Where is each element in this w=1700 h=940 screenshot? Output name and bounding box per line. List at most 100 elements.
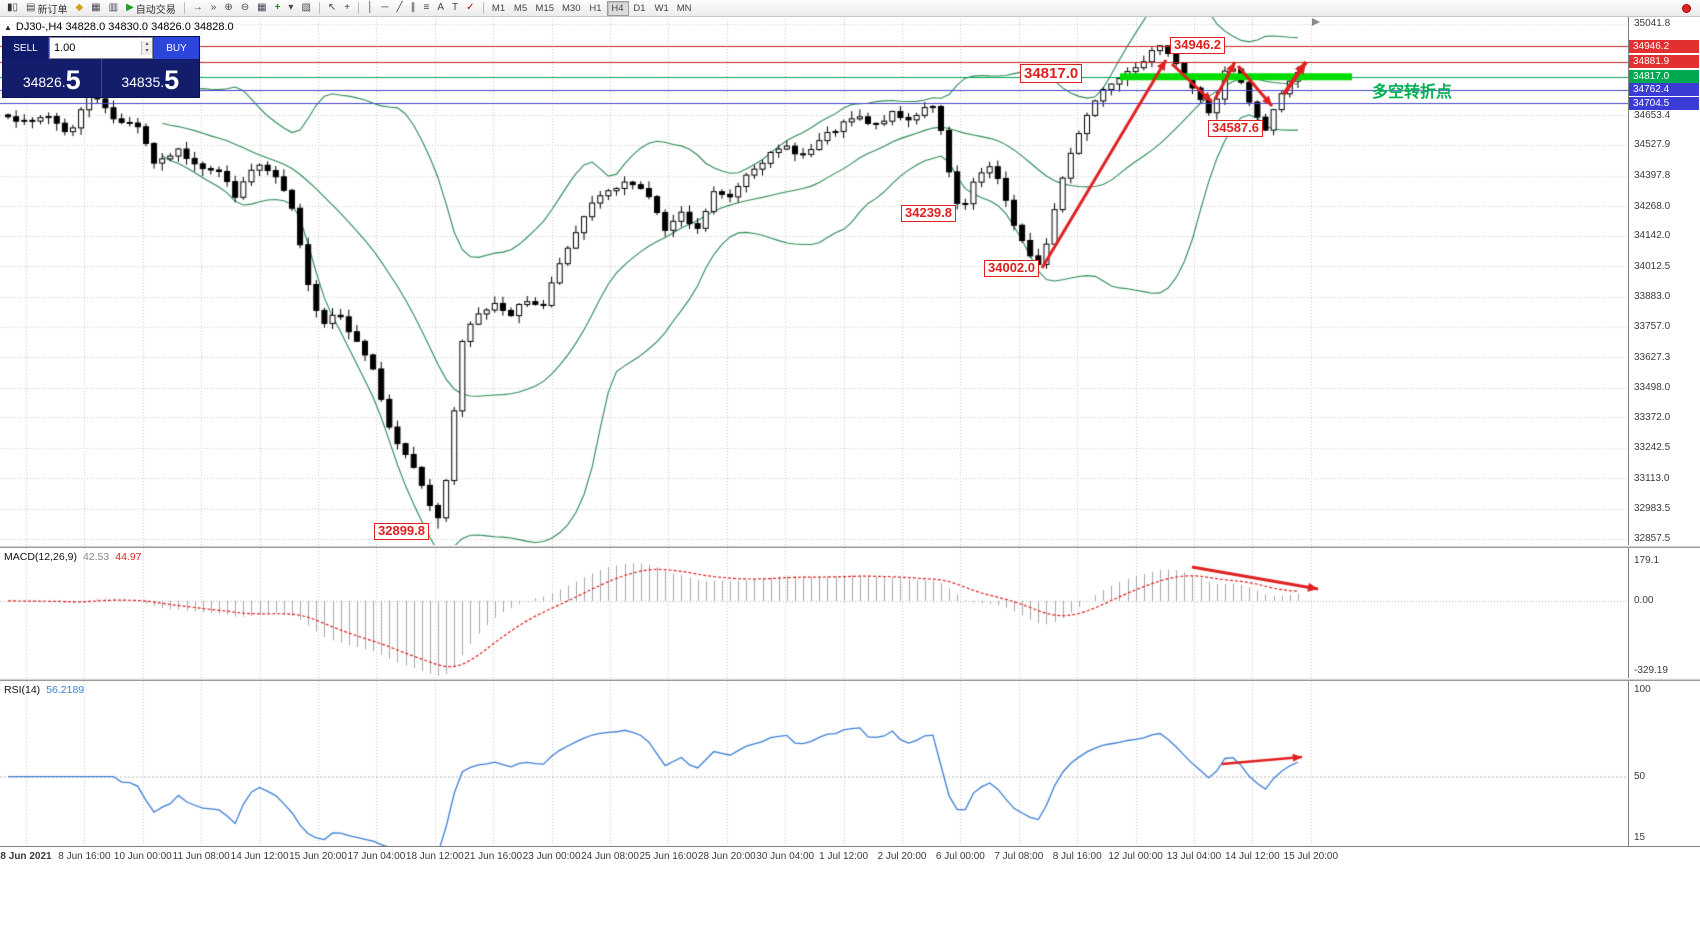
timeframe-w1-button[interactable]: W1 — [651, 1, 673, 16]
play-icon: ▶ — [126, 2, 134, 13]
tile-windows-button[interactable]: ▦ — [253, 1, 270, 16]
price-callout-34239.8[interactable]: 34239.8 — [901, 205, 956, 222]
volume-up-icon[interactable]: ▴ — [142, 41, 152, 48]
price-callout-32899.8[interactable]: 32899.8 — [374, 523, 429, 540]
timeframe-h1-button[interactable]: H1 — [585, 1, 607, 16]
timeframe-h4-button[interactable]: H4 — [606, 0, 629, 16]
price-tag-34817.0: 34817.0 — [1629, 70, 1699, 84]
timeframe-w1-label: W1 — [654, 2, 669, 14]
volume-stepper[interactable]: ▴ ▾ — [141, 41, 152, 55]
buy-price-big: 5 — [164, 65, 180, 95]
arrows-tool-button[interactable]: ✓ — [462, 1, 478, 16]
sell-button[interactable]: SELL — [3, 37, 49, 59]
price-callout-34817.0[interactable]: 34817.0 — [1020, 64, 1083, 84]
community-icon[interactable] — [1682, 3, 1691, 13]
depth-of-market-button[interactable]: ▥ — [105, 1, 122, 16]
templates-button[interactable]: ▨ — [297, 1, 314, 16]
price-axis: 35041.8 34653.4 34527.9 34397.8 34268.0 34142… — [1628, 16, 1700, 846]
new-chart-button[interactable]: ▮▯ — [3, 1, 22, 16]
one-click-prices: 34826. 5 34835. 5 — [3, 59, 199, 97]
auto-scroll-button[interactable]: » — [207, 1, 221, 16]
buy-price[interactable]: 34835. 5 — [102, 59, 200, 97]
cursor-button[interactable]: ↖ — [324, 1, 340, 16]
label-tool-button[interactable]: T — [448, 1, 462, 16]
crosshair-button[interactable]: + — [340, 1, 354, 16]
crosshair-icon: + — [344, 2, 351, 13]
volume-down-icon[interactable]: ▾ — [142, 48, 152, 55]
zoom-out-icon: ⊖ — [240, 2, 250, 13]
toolbar-separator — [183, 2, 185, 14]
one-click-trading-panel: SELL ▴▾ BUY 34826.5 34835.5 — [2, 36, 200, 98]
price-tag-34704.5: 34704.5 — [1629, 96, 1699, 110]
new-order-button[interactable]: ▤ 新订单 — [22, 1, 71, 16]
time-axis-label: 17 Jun 04:00 — [347, 851, 406, 862]
timeframe-d1-button[interactable]: D1 — [629, 1, 651, 16]
periods-button[interactable]: ▾ — [284, 1, 297, 16]
chart-shift-button[interactable]: → — [189, 1, 207, 16]
macd-axis-label: -329.19 — [1634, 664, 1668, 676]
period-icon: ▾ — [288, 2, 294, 13]
vertical-line-tool-button[interactable]: │ — [363, 1, 377, 16]
panel-splitter-rsi[interactable] — [0, 678, 1700, 681]
price-axis-label: 33113.0 — [1634, 472, 1670, 484]
price-axis-label: 34142.0 — [1634, 230, 1671, 242]
horizontal-line-tool-button[interactable]: ─ — [377, 1, 392, 16]
macd-value-1: 42.53 — [82, 551, 110, 563]
price-callout-34002.0[interactable]: 34002.0 — [984, 260, 1039, 277]
price-axis-label: 32857.5 — [1634, 533, 1671, 545]
zoom-out-button[interactable]: ⊖ — [237, 1, 253, 16]
sell-price[interactable]: 34826. 5 — [3, 59, 101, 97]
price-axis-label: 32983.5 — [1634, 503, 1671, 515]
timeframe-m30-button[interactable]: M30 — [558, 1, 584, 16]
macd-axis-label: 179.1 — [1634, 554, 1660, 566]
timeframe-m1-button[interactable]: M1 — [488, 1, 510, 16]
timeframe-mn-button[interactable]: MN — [673, 1, 696, 16]
shift-icon: → — [192, 2, 203, 13]
trendline-tool-button[interactable]: ╱ — [392, 1, 406, 16]
timeframe-m5-button[interactable]: M5 — [510, 1, 532, 16]
price-tag-34946.2: 34946.2 — [1629, 39, 1699, 53]
price-tag-34762.4: 34762.4 — [1629, 83, 1699, 97]
price-axis-label: 35041.8 — [1634, 18, 1671, 30]
time-axis-label: 14 Jun 12:00 — [230, 851, 289, 862]
sell-price-big: 5 — [65, 65, 81, 95]
rsi-name: RSI(14) — [4, 684, 41, 696]
bull-bear-turning-point-note[interactable]: 多空转折点 — [1372, 84, 1453, 101]
one-click-toggle-icon[interactable]: ▲ — [4, 22, 12, 32]
text-tool-button[interactable]: A — [433, 1, 448, 16]
timeframe-m15-button[interactable]: M15 — [532, 1, 558, 16]
zoom-in-button[interactable]: ⊕ — [220, 1, 236, 16]
buy-button[interactable]: BUY — [153, 37, 199, 59]
time-axis-label: 10 Jun 00:00 — [113, 851, 172, 862]
one-click-divider — [100, 59, 102, 97]
toolbar-separator — [358, 2, 360, 14]
timeframe-m30-label: M30 — [562, 2, 581, 14]
price-axis-label: 33757.0 — [1634, 321, 1671, 333]
one-click-controls: SELL ▴▾ BUY — [3, 37, 199, 59]
price-axis-label: 33372.0 — [1634, 411, 1671, 423]
channel-tool-button[interactable]: ∥ — [407, 1, 420, 16]
fibonacci-tool-button[interactable]: ≡ — [420, 1, 434, 16]
price-callout-34946.2[interactable]: 34946.2 — [1170, 37, 1225, 54]
price-callout-34587.6[interactable]: 34587.6 — [1208, 120, 1263, 137]
timeframe-mn-label: MN — [676, 2, 692, 14]
volume-input[interactable] — [50, 42, 141, 54]
mql5-market-button[interactable]: ◆ — [71, 1, 87, 16]
open-charts-button[interactable]: ▦ — [87, 1, 104, 16]
chart-shift-marker-icon[interactable] — [1312, 18, 1320, 26]
price-axis-label: 33498.0 — [1634, 382, 1671, 394]
time-axis-label: 30 Jun 04:00 — [756, 851, 815, 862]
time-axis-label: 11 Jun 08:00 — [172, 851, 230, 862]
panel-splitter-macd[interactable] — [0, 545, 1700, 548]
time-axis-label: 13 Jul 04:00 — [1166, 851, 1222, 862]
template-icon: ▨ — [301, 2, 311, 13]
symbol-ohlc-text: DJ30-,H4 34828.0 34830.0 34826.0 34828.0 — [15, 21, 234, 33]
fibonacci-icon: ≡ — [423, 2, 430, 13]
toolbar-right-group — [1682, 3, 1697, 13]
sell-price-small: 34826. — [22, 74, 66, 90]
auto-trading-button[interactable]: ▶ 自动交易 — [122, 1, 180, 16]
indicators-list-button[interactable]: + — [271, 1, 285, 16]
auto-trading-label: 自动交易 — [135, 4, 176, 16]
zoom-in-icon: ⊕ — [224, 2, 233, 13]
